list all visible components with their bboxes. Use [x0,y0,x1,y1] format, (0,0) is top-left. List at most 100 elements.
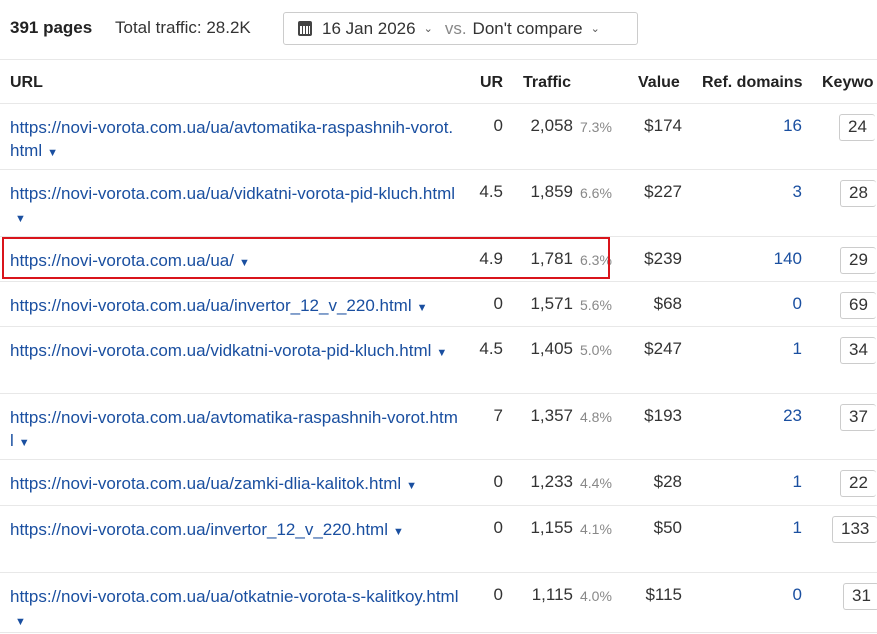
ref-domains-link[interactable]: 1 [792,518,802,537]
highlight-box [2,237,610,279]
value: $68 [653,294,682,313]
url-text[interactable]: https://novi-vorota.com.ua/vidkatni-voro… [10,341,432,360]
table-row: https://novi-vorota.com.ua/ua/avtomatika… [0,104,877,170]
keywords-button[interactable]: 24 [839,114,875,141]
value: $239 [644,249,682,268]
ur-value: 4.9 [479,249,503,268]
caret-down-icon[interactable]: ▼ [47,147,59,159]
ur-value: 0 [493,518,503,537]
caret-down-icon[interactable]: ▼ [416,302,428,314]
caret-down-icon[interactable]: ▼ [436,347,448,359]
caret-down-icon[interactable]: ▼ [392,526,404,538]
ref-domains-link[interactable]: 23 [783,406,802,425]
traffic-percent: 5.6% [580,297,612,313]
col-keywords[interactable]: Keywo [822,74,874,91]
url-text[interactable]: https://novi-vorota.com.ua/invertor_12_v… [10,520,388,539]
ref-domains-link[interactable]: 1 [792,472,802,491]
date-value: 16 Jan 2026 [322,18,416,38]
url-link[interactable]: https://novi-vorota.com.ua/ua/otkatnie-v… [10,585,460,634]
traffic-percent: 5.0% [580,342,612,358]
traffic-percent: 6.3% [580,252,612,268]
traffic-value: 1,155 [530,518,573,537]
traffic-percent: 6.6% [580,185,612,201]
url-link[interactable]: https://novi-vorota.com.ua/vidkatni-voro… [10,339,460,365]
url-link[interactable]: https://novi-vorota.com.ua/avtomatika-ra… [10,406,460,455]
value: $174 [644,116,682,135]
keywords-button[interactable]: 31 [843,583,877,610]
ref-domains-link[interactable]: 140 [773,249,802,268]
traffic-percent: 7.3% [580,119,612,135]
table-row: https://novi-vorota.com.ua/vidkatni-voro… [0,327,877,394]
table-row: https://novi-vorota.com.ua/ua/ ▼ 4.9 1,78… [0,237,877,282]
date-picker-button[interactable]: 16 Jan 2026 ⌄ vs. Don't compare ⌄ [283,12,638,45]
value: $50 [653,518,682,537]
keywords-button[interactable]: 133 [832,516,877,543]
url-link[interactable]: https://novi-vorota.com.ua/ua/invertor_1… [10,294,460,320]
col-traffic[interactable]: Traffic [523,74,572,91]
pages-count: 391 pages [10,18,93,37]
keywords-button[interactable]: 22 [840,470,876,497]
url-link[interactable]: https://novi-vorota.com.ua/ua/avtomatika… [10,116,460,165]
value: $247 [644,339,682,358]
keywords-button[interactable]: 69 [840,292,876,319]
col-ref-domains[interactable]: Ref. domains [702,74,803,91]
table-row: https://novi-vorota.com.ua/avtomatika-ra… [0,394,877,460]
url-text[interactable]: https://novi-vorota.com.ua/ua/avtomatika… [10,118,454,160]
ref-domains-link[interactable]: 3 [792,182,802,201]
url-text[interactable]: https://novi-vorota.com.ua/ua/ [10,251,234,270]
ur-value: 0 [493,472,503,491]
traffic-value: 2,058 [530,116,573,135]
keywords-button[interactable]: 34 [840,337,876,364]
ur-value: 4.5 [479,339,503,358]
traffic-value: 1,571 [530,294,573,313]
table-header: URL UR Traffic Value Ref. domains Keywo [0,61,877,104]
col-ur[interactable]: UR [480,74,504,91]
ur-value: 0 [493,116,503,135]
ur-value: 7 [493,406,503,425]
col-url[interactable]: URL [10,74,43,91]
ref-domains-link[interactable]: 1 [792,339,802,358]
traffic-value: 1,781 [530,249,573,268]
traffic-value: 1,357 [530,406,573,425]
ur-value: 0 [493,585,503,604]
vs-label: vs. [444,18,467,38]
url-text[interactable]: https://novi-vorota.com.ua/ua/otkatnie-v… [10,587,459,606]
url-link[interactable]: https://novi-vorota.com.ua/ua/zamki-dlia… [10,472,460,498]
value: $115 [645,585,682,604]
traffic-value: 1,859 [530,182,573,201]
table-row: https://novi-vorota.com.ua/invertor_12_v… [0,506,877,573]
table-row: https://novi-vorota.com.ua/ua/otkatnie-v… [0,573,877,633]
ref-domains-link[interactable]: 0 [792,294,802,313]
ref-domains-link[interactable]: 16 [783,116,802,135]
ur-value: 4.5 [479,182,503,201]
url-link[interactable]: https://novi-vorota.com.ua/ua/ ▼ [10,249,460,275]
url-link[interactable]: https://novi-vorota.com.ua/ua/vidkatni-v… [10,182,460,231]
url-text[interactable]: https://novi-vorota.com.ua/ua/zamki-dlia… [10,474,402,493]
value: $193 [644,406,682,425]
caret-down-icon[interactable]: ▼ [406,480,418,492]
chevron-down-icon: ⌄ [590,23,600,35]
keywords-button[interactable]: 29 [840,247,876,274]
col-value[interactable]: Value [638,74,680,91]
keywords-button[interactable]: 37 [840,404,876,431]
url-text[interactable]: https://novi-vorota.com.ua/avtomatika-ra… [10,408,458,450]
caret-down-icon[interactable]: ▼ [15,213,26,225]
total-traffic: Total traffic: 28.2K [115,18,251,37]
value: $227 [644,182,682,201]
caret-down-icon[interactable]: ▼ [18,437,30,449]
url-text[interactable]: https://novi-vorota.com.ua/ua/invertor_1… [10,296,412,315]
caret-down-icon[interactable]: ▼ [238,257,250,269]
summary-bar: 391 pages Total traffic: 28.2K 16 Jan 20… [0,0,877,60]
traffic-value: 1,233 [530,472,573,491]
table-row: https://novi-vorota.com.ua/ua/invertor_1… [0,282,877,327]
table-row: https://novi-vorota.com.ua/ua/zamki-dlia… [0,460,877,506]
table-row: https://novi-vorota.com.ua/ua/vidkatni-v… [0,170,877,237]
calendar-icon [298,21,312,36]
value: $28 [653,472,682,491]
ref-domains-link[interactable]: 0 [792,585,802,604]
compare-value: Don't compare [472,18,583,38]
url-link[interactable]: https://novi-vorota.com.ua/invertor_12_v… [10,518,460,544]
url-text[interactable]: https://novi-vorota.com.ua/ua/vidkatni-v… [10,184,456,203]
keywords-button[interactable]: 28 [840,180,876,207]
traffic-percent: 4.4% [580,475,612,491]
